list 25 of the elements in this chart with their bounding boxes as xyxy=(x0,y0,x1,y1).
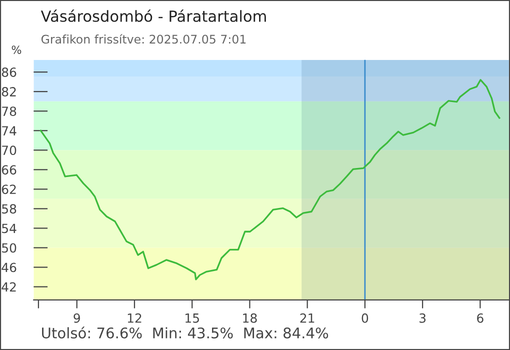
y-axis-title: % xyxy=(12,46,22,54)
y-tick-label: 62 xyxy=(2,184,16,194)
chart-title: Vásárosdombó - Páratartalom xyxy=(40,9,266,22)
text: Utolsó: 76.6% Min: 43.5% Max: 84.4% xyxy=(42,326,328,338)
y-tick-label: 82 xyxy=(2,87,16,96)
x-tick-label: 21 xyxy=(300,313,314,323)
y-tick-label: 42 xyxy=(2,282,16,292)
y-tick-label: 70 xyxy=(2,146,16,156)
y-tick-label: 86 xyxy=(2,68,16,77)
line-series xyxy=(40,79,500,280)
x-tick-label: 9 xyxy=(74,313,80,323)
y-tick-label: 46 xyxy=(2,262,16,272)
x-tick-label: 3 xyxy=(420,313,426,323)
x-tick-label: 0 xyxy=(362,313,368,323)
y-tick-label: 66 xyxy=(2,165,16,175)
chart-subtitle: Grafikon frissítve: 2025.07.05 7:01 xyxy=(41,34,246,44)
y-tick-label: 54 xyxy=(2,224,16,234)
x-tick-label: 18 xyxy=(243,313,257,323)
x-tick-label: 12 xyxy=(128,313,142,323)
y-tick-label: 74 xyxy=(2,126,16,136)
x-tick-label: 15 xyxy=(186,314,199,323)
y-tick-label: 58 xyxy=(2,204,16,214)
x-tick-label: 6 xyxy=(477,313,484,323)
y-tick-label: 78 xyxy=(2,106,16,116)
y-tick-label: 50 xyxy=(2,243,16,253)
